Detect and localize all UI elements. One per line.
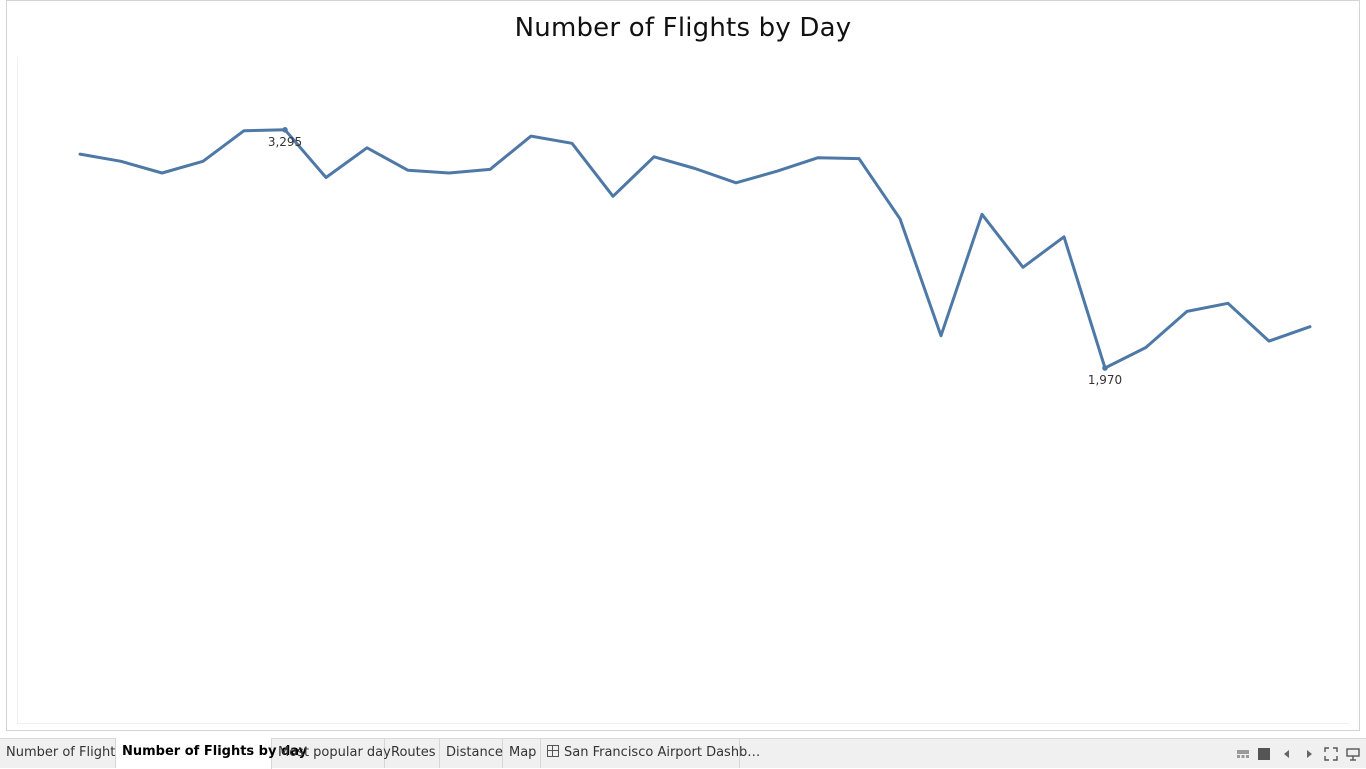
data-point[interactable] bbox=[197, 155, 209, 167]
tab-label: Routes bbox=[391, 745, 436, 760]
data-point[interactable] bbox=[1058, 231, 1070, 243]
data-point[interactable] bbox=[1263, 335, 1275, 347]
data-point[interactable] bbox=[361, 142, 373, 154]
tab-label: Number of Flights bbox=[6, 745, 123, 760]
sheet-tab-bar: Number of Flights Number of Flights by d… bbox=[0, 738, 1366, 769]
data-point[interactable] bbox=[156, 167, 168, 179]
chart-title: Number of Flights by Day bbox=[514, 13, 852, 43]
tab-number-of-flights-by-day[interactable]: Number of Flights by day bbox=[116, 738, 307, 769]
previous-sheet-icon[interactable] bbox=[1280, 747, 1294, 761]
tab-routes[interactable]: Routes bbox=[385, 739, 440, 768]
data-point[interactable] bbox=[853, 153, 865, 165]
worksheet-view: Number of Flights by Day 3,295 1,970 bbox=[6, 0, 1360, 731]
data-point[interactable] bbox=[1140, 341, 1152, 353]
plot-area: 3,295 1,970 bbox=[17, 57, 1349, 724]
data-point[interactable] bbox=[894, 213, 906, 225]
annotated-point[interactable] bbox=[282, 127, 288, 133]
data-point[interactable] bbox=[1304, 321, 1316, 333]
data-point[interactable] bbox=[443, 167, 455, 179]
data-point[interactable] bbox=[74, 148, 86, 160]
data-point[interactable] bbox=[771, 165, 783, 177]
data-point[interactable] bbox=[1017, 261, 1029, 273]
tab-most-popular-day[interactable]: Most popular day bbox=[272, 739, 391, 768]
data-label: 3,295 bbox=[268, 135, 302, 149]
data-point[interactable] bbox=[689, 162, 701, 174]
data-point[interactable] bbox=[320, 171, 332, 183]
next-sheet-icon[interactable] bbox=[1302, 747, 1316, 761]
data-point[interactable] bbox=[607, 190, 619, 202]
fullscreen-icon[interactable] bbox=[1324, 747, 1338, 761]
tab-label: Most popular day bbox=[278, 745, 391, 760]
data-point[interactable] bbox=[238, 125, 250, 137]
tab-label: Number of Flights by day bbox=[122, 744, 308, 759]
tab-label: San Francisco Airport Dashb… bbox=[564, 745, 761, 760]
show-filmstrip-icon[interactable] bbox=[1236, 747, 1250, 761]
data-point[interactable] bbox=[976, 208, 988, 220]
presentation-mode-icon[interactable] bbox=[1346, 747, 1360, 761]
data-point[interactable] bbox=[525, 130, 537, 142]
data-point[interactable] bbox=[935, 330, 947, 342]
data-point[interactable] bbox=[1222, 297, 1234, 309]
tab-label: Map bbox=[509, 745, 537, 760]
tab-san-francisco-airport-dashboard[interactable]: San Francisco Airport Dashb… bbox=[541, 739, 760, 768]
data-point[interactable] bbox=[730, 177, 742, 189]
dashboard-icon bbox=[547, 745, 559, 757]
data-point[interactable] bbox=[648, 151, 660, 163]
show-sheets-icon[interactable] bbox=[1257, 747, 1271, 761]
data-point[interactable] bbox=[402, 164, 414, 176]
line-chart: 3,295 1,970 bbox=[74, 125, 1316, 387]
data-point[interactable] bbox=[484, 163, 496, 175]
data-label: 1,970 bbox=[1088, 373, 1122, 387]
data-point[interactable] bbox=[812, 152, 824, 164]
data-point[interactable] bbox=[566, 137, 578, 149]
tab-number-of-flights[interactable]: Number of Flights bbox=[0, 739, 122, 768]
data-point[interactable] bbox=[1181, 305, 1193, 317]
tab-map[interactable]: Map bbox=[503, 739, 541, 768]
tab-label: Distance bbox=[446, 745, 503, 760]
annotated-point[interactable] bbox=[1102, 365, 1108, 371]
data-point[interactable] bbox=[115, 155, 127, 167]
tab-distance[interactable]: Distance bbox=[440, 739, 503, 768]
